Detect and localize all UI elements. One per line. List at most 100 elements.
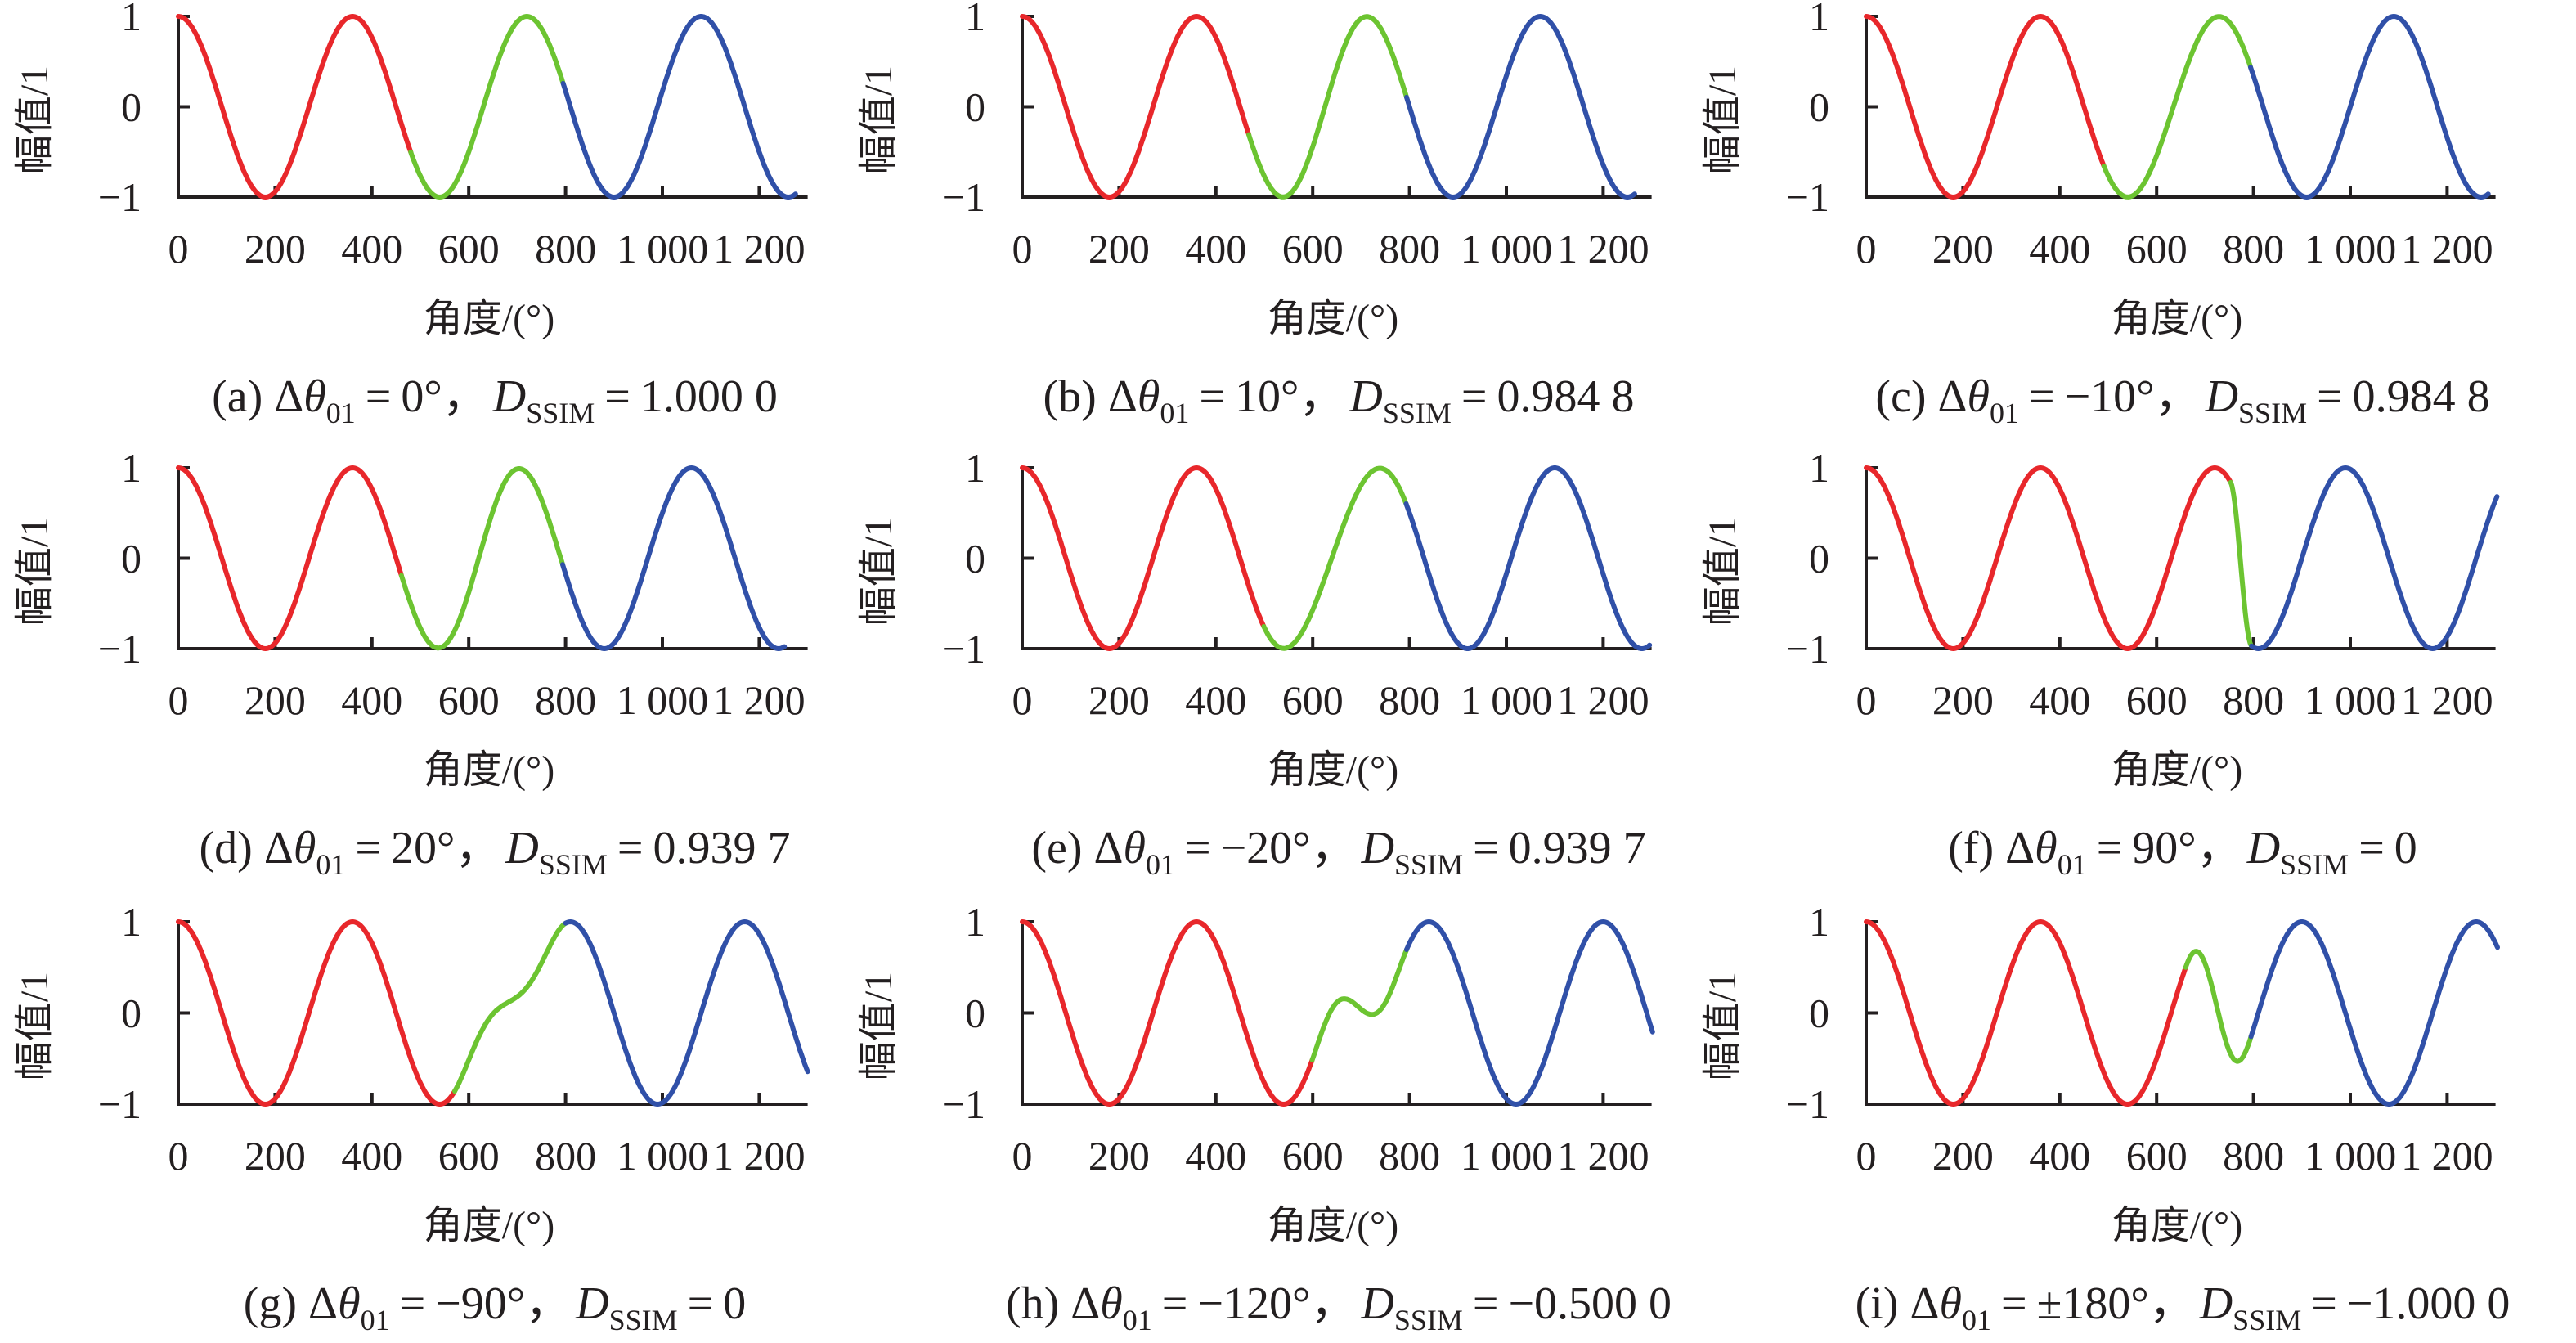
x-tick-label: 200 bbox=[245, 226, 306, 272]
y-tick-label: 1 bbox=[121, 899, 141, 945]
y-tick-label: 0 bbox=[121, 536, 141, 582]
caption-tag: (i) bbox=[1856, 1278, 1899, 1329]
x-axis-title: 角度/(°) bbox=[2112, 748, 2243, 792]
caption-delta-symbol: Δ bbox=[1108, 371, 1138, 422]
y-tick-label: −1 bbox=[1786, 174, 1829, 220]
caption-equals: = bbox=[1461, 371, 1488, 422]
caption-dssim-value: −1.000 0 bbox=[2347, 1278, 2511, 1329]
caption-theta-symbol: θ bbox=[1939, 1278, 1962, 1329]
caption-d-symbol: D bbox=[2199, 1278, 2233, 1329]
caption-equals: = bbox=[2001, 1278, 2027, 1329]
caption-equals: = bbox=[688, 1278, 714, 1329]
curve-shifted-segment bbox=[2248, 919, 2500, 1107]
caption-delta-symbol: Δ bbox=[2005, 823, 2035, 874]
caption-separator: ， bbox=[442, 371, 488, 422]
subplot-caption: (g) Δθ01 = −90°， DSSIM = 0 bbox=[244, 1278, 747, 1336]
x-tick-label: 800 bbox=[535, 677, 596, 723]
x-axis-title: 角度/(°) bbox=[1268, 1204, 1399, 1247]
x-tick-label: 0 bbox=[1012, 1133, 1033, 1179]
y-tick-label: 1 bbox=[1809, 0, 1829, 39]
x-tick-label: 400 bbox=[1185, 1133, 1246, 1179]
y-tick-label: −1 bbox=[98, 626, 141, 672]
x-tick-label: 800 bbox=[535, 1133, 596, 1179]
x-tick-label: 1 200 bbox=[1557, 226, 1649, 272]
caption-equals: = bbox=[2358, 823, 2385, 874]
y-axis-title: 幅值/1 bbox=[857, 65, 900, 174]
caption-theta-subscript: 01 bbox=[1123, 1304, 1152, 1336]
caption-separator: ， bbox=[2197, 823, 2242, 874]
x-tick-label: 1 200 bbox=[1557, 1133, 1649, 1179]
caption-d-symbol: D bbox=[1360, 1278, 1393, 1329]
y-tick-label: −1 bbox=[98, 174, 141, 220]
x-tick-label: 600 bbox=[438, 226, 500, 272]
x-tick-label: 1 200 bbox=[713, 226, 806, 272]
curve-reference-segment bbox=[1020, 14, 1252, 200]
x-tick-label: 1 200 bbox=[2401, 226, 2493, 272]
x-axis-title: 角度/(°) bbox=[424, 748, 555, 792]
caption-tag: (h) bbox=[1006, 1278, 1059, 1329]
x-tick-label: 1 000 bbox=[617, 226, 709, 272]
x-tick-label: 0 bbox=[1856, 1133, 1877, 1179]
x-tick-label: 200 bbox=[245, 1133, 306, 1179]
x-tick-label: 200 bbox=[1088, 1133, 1150, 1179]
caption-tag: (a) bbox=[212, 371, 263, 422]
caption-separator: ， bbox=[2149, 1278, 2195, 1329]
x-axis-title: 角度/(°) bbox=[2112, 1204, 2243, 1247]
caption-tag: (c) bbox=[1875, 371, 1926, 422]
x-tick-label: 0 bbox=[168, 1133, 189, 1179]
curve-reference-segment bbox=[176, 465, 404, 651]
caption-equals: = bbox=[617, 823, 644, 874]
caption-dtheta-value: −10° bbox=[2065, 371, 2155, 422]
curve-transition-segment bbox=[408, 14, 566, 200]
caption-theta-symbol: θ bbox=[1123, 823, 1146, 874]
caption-equals: = bbox=[604, 371, 631, 422]
x-tick-label: 1 000 bbox=[2304, 677, 2397, 723]
caption-dssim-value: 0.939 7 bbox=[653, 823, 790, 874]
caption-separator: ， bbox=[1310, 1278, 1356, 1329]
caption-dssim-value: 0 bbox=[723, 1278, 746, 1329]
caption-dssim-value: 1.000 0 bbox=[640, 371, 778, 422]
x-tick-label: 200 bbox=[245, 677, 306, 723]
y-tick-label: 0 bbox=[121, 84, 141, 130]
caption-d-subscript: SSIM bbox=[609, 1304, 678, 1336]
curve-reference-segment bbox=[1864, 14, 2107, 200]
x-tick-label: 800 bbox=[2223, 677, 2284, 723]
y-tick-label: 0 bbox=[965, 990, 985, 1036]
x-tick-label: 400 bbox=[341, 677, 402, 723]
caption-dssim-value: 0.939 7 bbox=[1509, 823, 1646, 874]
caption-tag: (f) bbox=[1948, 823, 1994, 874]
y-tick-label: −1 bbox=[1786, 626, 1829, 672]
caption-theta-subscript: 01 bbox=[316, 848, 345, 881]
caption-equals: = bbox=[1473, 823, 1499, 874]
caption-theta-subscript: 01 bbox=[2058, 848, 2087, 881]
subplot-caption: (a) Δθ01 = 0°， DSSIM = 1.000 0 bbox=[212, 371, 778, 429]
caption-d-symbol: D bbox=[1361, 823, 1394, 874]
x-tick-label: 1 200 bbox=[2401, 1133, 2493, 1179]
caption-separator: ， bbox=[2155, 371, 2201, 422]
caption-dtheta-value: −90° bbox=[435, 1278, 525, 1329]
caption-equals: = bbox=[1473, 1278, 1499, 1329]
y-axis-title: 幅值/1 bbox=[857, 972, 900, 1080]
caption-equals: = bbox=[2097, 823, 2123, 874]
caption-tag: (e) bbox=[1031, 823, 1082, 874]
caption-d-subscript: SSIM bbox=[2233, 1304, 2301, 1336]
caption-theta-symbol: θ bbox=[1138, 371, 1160, 422]
caption-delta-symbol: Δ bbox=[274, 371, 303, 422]
x-tick-label: 800 bbox=[535, 226, 596, 272]
y-tick-label: 1 bbox=[121, 445, 141, 491]
subplot-caption: (e) Δθ01 = −20°， DSSIM = 0.939 7 bbox=[1031, 823, 1645, 881]
caption-delta-symbol: Δ bbox=[1093, 823, 1123, 874]
x-tick-label: 0 bbox=[168, 226, 189, 272]
subplot-caption: (d) Δθ01 = 20°， DSSIM = 0.939 7 bbox=[200, 823, 791, 881]
x-tick-label: 600 bbox=[2126, 677, 2188, 723]
x-tick-label: 200 bbox=[1932, 677, 1994, 723]
caption-dtheta-value: −20° bbox=[1221, 823, 1311, 874]
y-tick-label: 1 bbox=[1809, 445, 1829, 491]
caption-dtheta-value: 20° bbox=[391, 823, 455, 874]
caption-dssim-value: 0 bbox=[2394, 823, 2417, 874]
caption-theta-subscript: 01 bbox=[1990, 397, 2019, 429]
